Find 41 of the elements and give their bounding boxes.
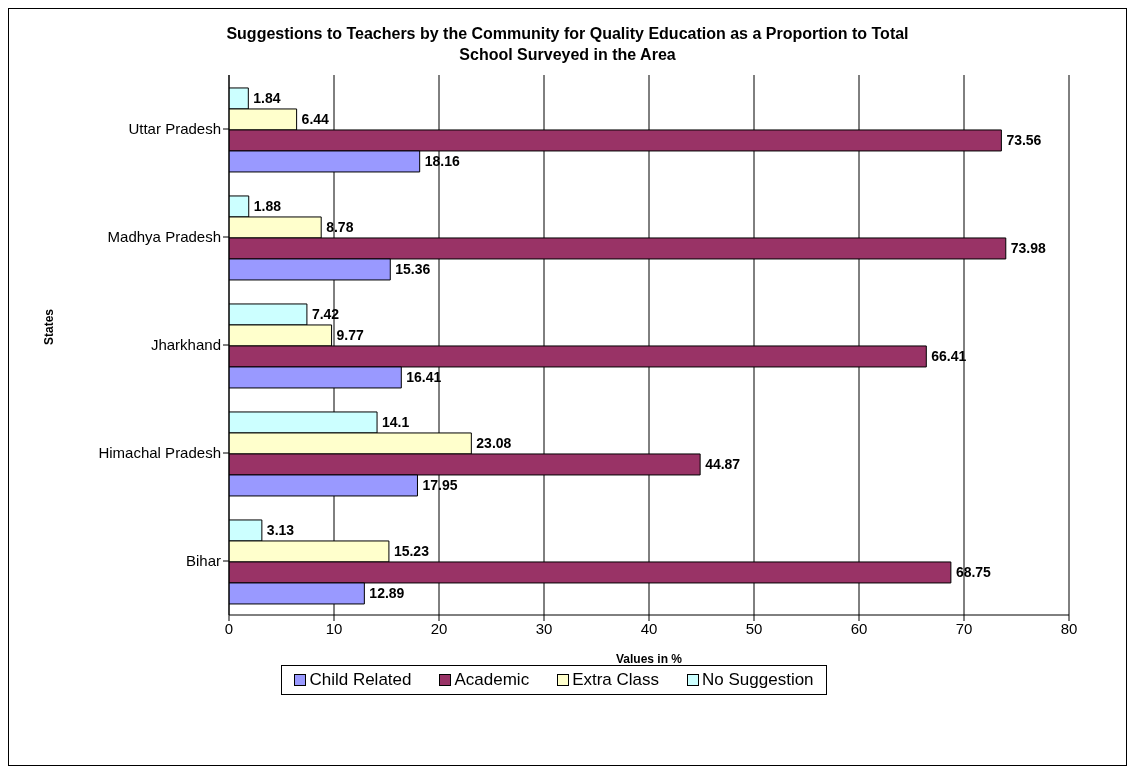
data-label: 16.41 [406, 369, 442, 386]
data-label: 68.75 [955, 564, 992, 581]
data-label: 12.89 [369, 585, 405, 602]
data-label: 15.23 [393, 543, 430, 560]
data-label: 66.41 [931, 348, 967, 365]
data-label: 9.77 [336, 327, 365, 344]
x-tick-label: 30 [535, 619, 553, 637]
legend-label: No Suggestion [702, 670, 814, 690]
x-tick-label: 20 [430, 619, 448, 637]
x-tick-label: 10 [325, 619, 343, 637]
data-label: 17.95 [422, 477, 458, 494]
data-label: 44.87 [705, 456, 741, 473]
x-tick-label: 0 [224, 619, 234, 637]
legend-label: Extra Class [572, 670, 660, 690]
x-tick-label: 70 [955, 619, 973, 637]
x-tick-label: 80 [1060, 619, 1078, 637]
data-label: 15.36 [395, 261, 431, 278]
legend-label: Child Related [309, 670, 412, 690]
data-label: 18.16 [424, 153, 460, 170]
y-tick-label: Uttar Pradesh [128, 120, 221, 138]
data-label: 1.84 [253, 90, 281, 107]
data-label: 7.42 [311, 306, 340, 323]
x-axis-title: Values in % [615, 652, 683, 666]
y-tick-label: Himachal Pradesh [98, 444, 221, 462]
data-label: 6.44 [301, 111, 330, 128]
chart-title: Suggestions to Teachers by the Community for Quality Education as a Proportion to Total School Surveyed in the Area [225, 24, 910, 65]
y-tick-label: Jharkhand [150, 336, 221, 354]
x-tick-label: 50 [745, 619, 763, 637]
data-label: 8.78 [326, 219, 354, 236]
data-label: 73.56 [1006, 132, 1042, 149]
x-tick-label: 60 [850, 619, 868, 637]
data-label: 3.13 [266, 522, 295, 539]
y-axis-title: States [42, 308, 57, 345]
legend-label: Academic [454, 670, 530, 690]
data-label: 14.1 [382, 414, 410, 431]
y-tick-label: Madhya Pradesh [107, 228, 221, 246]
data-label: 1.88 [253, 198, 282, 215]
x-tick-label: 40 [640, 619, 658, 637]
data-label: 73.98 [1010, 240, 1047, 257]
y-tick-label: Bihar [185, 552, 221, 570]
data-label: 23.08 [476, 435, 512, 452]
